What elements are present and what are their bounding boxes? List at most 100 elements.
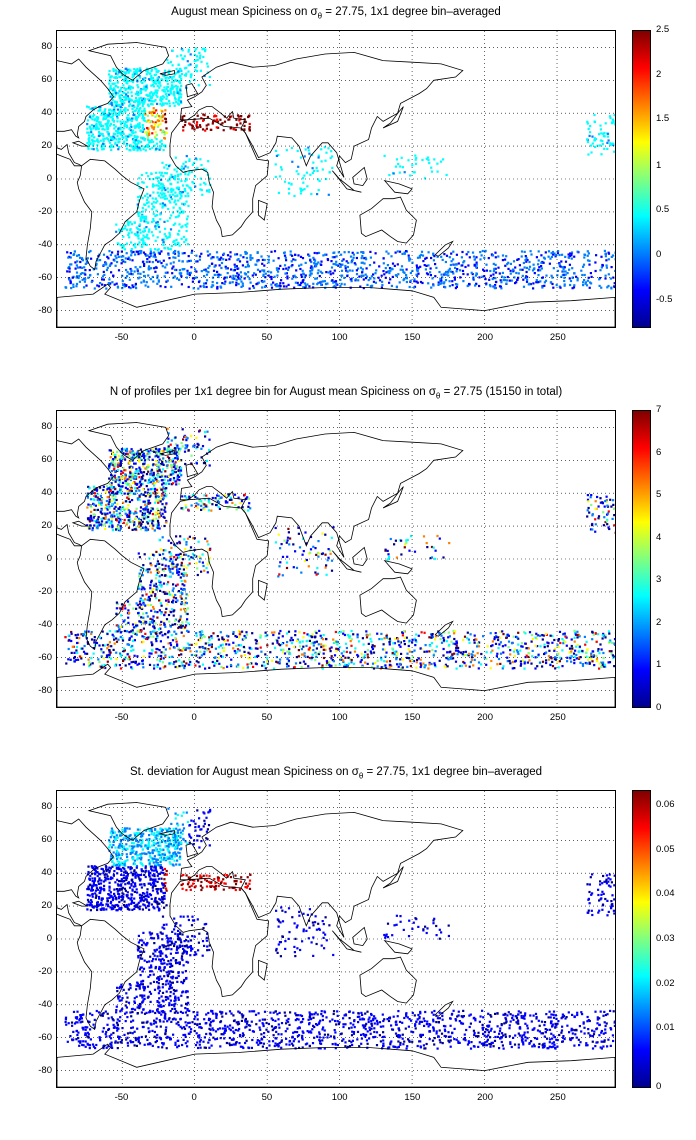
data-cell [187, 195, 190, 198]
data-cell [160, 584, 163, 587]
data-cell [169, 451, 172, 454]
data-cell [601, 264, 604, 267]
map-plot[interactable] [56, 30, 616, 328]
data-cell [172, 596, 175, 599]
data-cell [589, 272, 592, 275]
data-cell [145, 73, 148, 76]
data-cell [128, 611, 131, 615]
data-cell [154, 496, 158, 500]
data-cell [107, 282, 110, 285]
y-tick-label: 40 [41, 106, 52, 118]
data-cell [383, 648, 386, 651]
data-cell [130, 91, 133, 94]
data-cell [175, 238, 178, 241]
data-cell [66, 270, 69, 273]
data-cell [142, 666, 145, 669]
data-cell [466, 284, 469, 288]
data-cell [284, 256, 287, 259]
data-cell [584, 281, 587, 284]
coastline [185, 83, 199, 98]
data-cell [147, 230, 150, 233]
data-cell [134, 146, 137, 149]
data-cell [137, 228, 141, 231]
data-cell [169, 459, 172, 462]
data-cell [554, 667, 557, 670]
data-cell [155, 460, 158, 463]
data-cell [173, 168, 176, 171]
data-cell [176, 175, 180, 178]
data-cell [144, 598, 147, 601]
data-cell [115, 640, 119, 643]
data-cell [409, 174, 412, 177]
data-cell [170, 244, 173, 248]
data-cell [229, 275, 232, 278]
data-cell [145, 254, 148, 257]
data-cell [178, 278, 181, 281]
data-cell [128, 500, 131, 503]
data-cell [153, 583, 156, 586]
data-cell [131, 629, 134, 632]
data-cell [168, 620, 171, 623]
data-cell [365, 636, 369, 639]
data-cell [172, 75, 175, 78]
data-cell [330, 150, 333, 153]
data-cell [227, 118, 230, 121]
data-cell [88, 139, 91, 142]
data-cell [608, 661, 612, 664]
data-cell [153, 664, 156, 667]
data-cell [274, 175, 277, 178]
data-cell [155, 214, 159, 217]
data-cell [226, 267, 229, 270]
data-cell [89, 249, 92, 253]
data-cell [184, 597, 188, 600]
data-cell [180, 192, 183, 195]
data-cell [170, 81, 173, 84]
data-cell [87, 276, 90, 279]
data-cell [150, 112, 153, 115]
data-cell [463, 260, 466, 263]
data-cell [506, 279, 509, 282]
map-plot[interactable] [56, 410, 616, 708]
data-cell [426, 156, 430, 159]
data-cell [240, 500, 244, 503]
data-cell [155, 184, 158, 187]
data-cell [473, 654, 476, 657]
data-cell [158, 514, 161, 517]
data-cell [203, 494, 206, 497]
data-cell [158, 454, 161, 457]
data-cell [226, 272, 229, 275]
data-cell [143, 264, 146, 267]
data-cell [171, 49, 174, 52]
data-cell [343, 633, 347, 637]
data-cell [137, 277, 140, 280]
data-cell [142, 240, 145, 243]
data-cell [322, 652, 325, 655]
data-cell [113, 82, 116, 85]
data-cell [275, 267, 278, 270]
data-cell [202, 119, 205, 122]
data-cell [156, 114, 159, 117]
data-cell [346, 265, 349, 269]
data-cell [165, 592, 169, 595]
data-cell [173, 94, 176, 97]
data-cell [491, 254, 495, 257]
data-cell [157, 279, 160, 282]
data-cell [156, 78, 159, 81]
data-cell [181, 202, 184, 205]
data-cell [588, 259, 591, 262]
data-cell [318, 275, 321, 278]
data-cell [144, 89, 147, 92]
data-cell [145, 260, 148, 264]
data-cell [140, 478, 143, 481]
data-cell [96, 493, 99, 496]
data-cell [529, 250, 532, 253]
data-cell [145, 226, 148, 229]
data-cell [174, 665, 177, 669]
data-cell [161, 161, 164, 164]
data-cell [177, 186, 181, 189]
data-cell [161, 238, 164, 241]
data-cell [182, 129, 185, 132]
data-cell [151, 591, 155, 594]
data-cell [169, 625, 172, 628]
data-cell [207, 509, 210, 512]
